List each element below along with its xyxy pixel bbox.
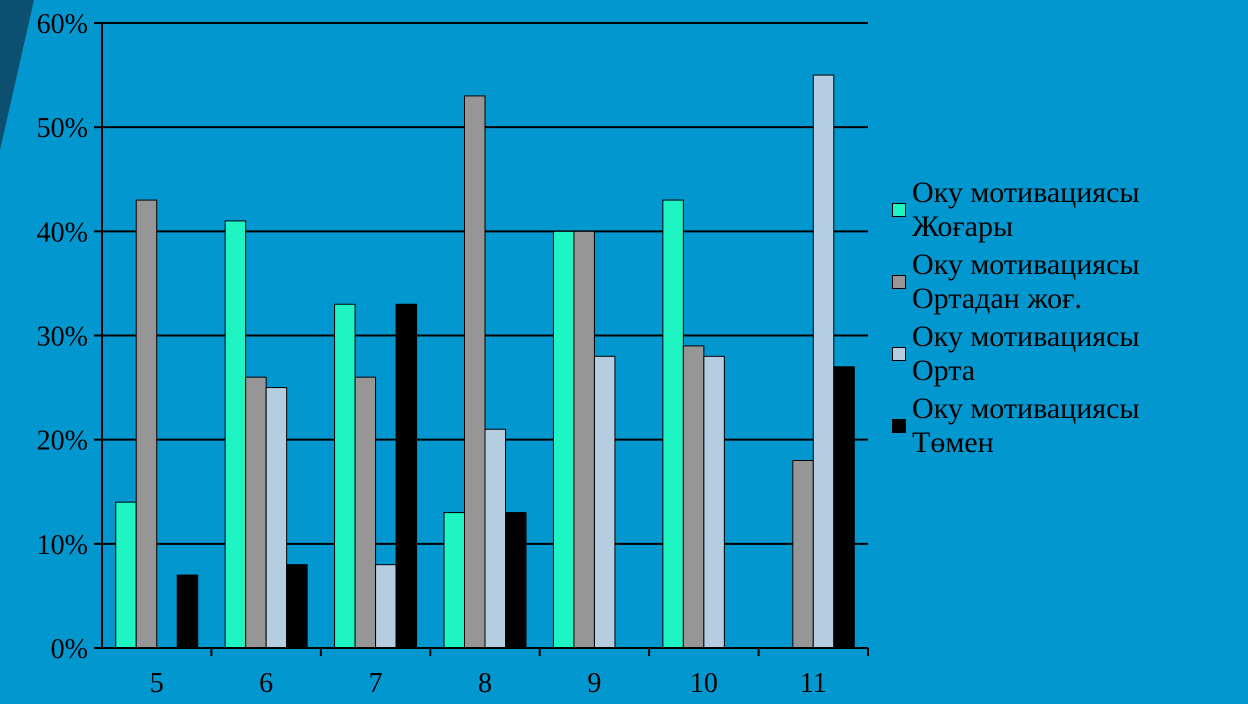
bar bbox=[375, 564, 397, 649]
y-tick-label: 0% bbox=[51, 634, 88, 665]
bar bbox=[792, 460, 814, 649]
legend-label: Оку мотивациясы Орта bbox=[912, 320, 1140, 387]
y-tick-label: 50% bbox=[37, 113, 88, 144]
legend-swatch bbox=[892, 419, 906, 433]
bar bbox=[552, 230, 575, 649]
legend-label: Оку мотивациясы Жоғары bbox=[912, 176, 1140, 243]
bar bbox=[354, 376, 377, 649]
bar bbox=[573, 230, 595, 649]
x-tick-label: 10 bbox=[690, 668, 718, 699]
bar bbox=[812, 74, 835, 649]
y-tick-label: 10% bbox=[37, 530, 88, 561]
legend-item: Оку мотивациясы Жоғары bbox=[892, 176, 1242, 244]
bars bbox=[115, 74, 855, 649]
bar bbox=[484, 428, 506, 649]
legend-label: Оку мотивациясы Ортадан жоғ. bbox=[912, 248, 1140, 315]
bar bbox=[505, 512, 527, 649]
x-tick-label: 7 bbox=[369, 668, 383, 699]
bar bbox=[395, 303, 418, 649]
legend-item: Оку мотивациясы Ортадан жоғ. bbox=[892, 248, 1242, 316]
bar bbox=[115, 501, 137, 649]
legend-label: Оку мотивациясы Төмен bbox=[912, 392, 1140, 459]
legend: Оку мотивациясы Жоғары Оку мотивациясы Орта… bbox=[892, 176, 1242, 464]
bar bbox=[245, 376, 267, 649]
bar bbox=[224, 220, 247, 649]
bar bbox=[265, 387, 288, 649]
legend-swatch bbox=[892, 203, 906, 217]
legend-item: Оку мотивациясы Орта bbox=[892, 320, 1242, 388]
y-tick-label: 30% bbox=[37, 322, 88, 353]
y-tick-label: 40% bbox=[37, 217, 88, 248]
legend-swatch bbox=[892, 275, 906, 289]
bar bbox=[286, 564, 308, 649]
x-tick-label: 11 bbox=[800, 668, 827, 699]
bar bbox=[176, 574, 199, 649]
y-tick-label: 20% bbox=[37, 426, 88, 457]
legend-item: Оку мотивациясы Төмен bbox=[892, 392, 1242, 460]
bar bbox=[443, 512, 465, 649]
corner-decoration bbox=[0, 0, 34, 150]
bar bbox=[334, 303, 356, 649]
x-tick-label: 9 bbox=[587, 668, 601, 699]
bar bbox=[833, 366, 855, 649]
x-tick-label: 8 bbox=[478, 668, 492, 699]
bar bbox=[662, 199, 684, 649]
axes bbox=[94, 22, 869, 656]
bar bbox=[703, 355, 725, 649]
tick-labels: 0% 10% 20% 30% 40% 50% 60% 5 6 7 8 9 10 11 bbox=[37, 9, 827, 699]
bar bbox=[593, 355, 616, 649]
bar bbox=[464, 95, 486, 649]
bar bbox=[135, 199, 158, 649]
x-tick-label: 5 bbox=[150, 668, 164, 699]
legend-swatch bbox=[892, 347, 906, 361]
y-tick-label: 60% bbox=[37, 9, 88, 40]
x-tick-label: 6 bbox=[259, 668, 273, 699]
bar bbox=[682, 345, 705, 649]
